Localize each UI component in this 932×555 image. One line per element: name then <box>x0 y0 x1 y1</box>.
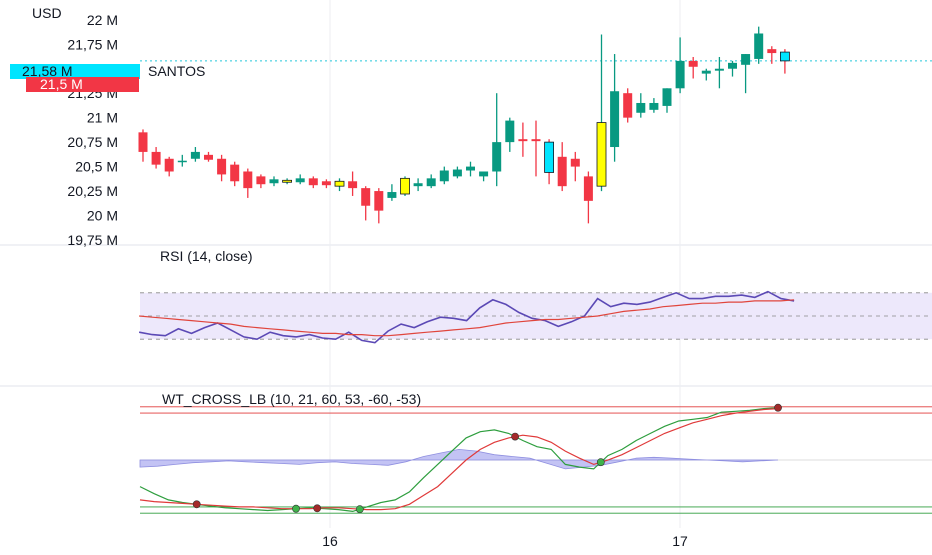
candle-body <box>270 179 279 183</box>
candle-body <box>767 49 776 53</box>
candle-body <box>532 139 541 141</box>
candle-body <box>466 167 475 171</box>
candle-body <box>243 171 252 188</box>
candle-body <box>649 103 658 110</box>
candle-body <box>374 191 383 211</box>
currency-label: USD <box>32 5 62 21</box>
candle-body <box>322 181 331 185</box>
price-tick-label: 22 M <box>87 12 118 28</box>
price-tick-label: 20,25 M <box>67 183 118 199</box>
candle-body <box>623 93 632 117</box>
candle-body <box>165 159 174 172</box>
rsi-pane: RSI (14, close) <box>139 248 932 343</box>
candle-body <box>440 171 449 182</box>
candle-body <box>636 103 645 113</box>
candle-body <box>571 159 580 167</box>
candle-body <box>505 121 514 143</box>
rsi-title: RSI (14, close) <box>160 248 253 264</box>
price-tick-label: 20,75 M <box>67 134 118 150</box>
candle-body <box>204 155 213 160</box>
candle-body <box>230 165 239 182</box>
grid-layer <box>0 0 932 528</box>
candle-body <box>584 176 593 200</box>
time-tick-label: 16 <box>322 533 338 549</box>
candle-body <box>558 157 567 186</box>
wt-cross-dot <box>292 505 299 512</box>
candle-body <box>610 91 619 147</box>
candle-body <box>453 170 462 177</box>
candle-body <box>414 183 423 186</box>
candle-body <box>256 176 265 184</box>
candle-body <box>754 33 763 58</box>
candle-body <box>335 181 344 186</box>
symbol-label: SANTOS <box>148 63 205 79</box>
candle-body <box>741 54 750 65</box>
wt-cross-dot <box>314 505 321 512</box>
candle-body <box>283 180 292 182</box>
price-tick-label: 19,75 M <box>67 232 118 248</box>
candle-body <box>715 69 724 71</box>
time-tick-label: 17 <box>672 533 688 549</box>
candle-body <box>676 61 685 88</box>
wt-cross-dot <box>356 506 363 513</box>
candle-body <box>492 142 501 171</box>
marker-price-label: 21,5 M <box>40 76 83 92</box>
price-tick-label: 20 M <box>87 208 118 224</box>
candle-body <box>702 71 711 74</box>
candle-body <box>361 188 370 206</box>
price-pane <box>139 27 932 224</box>
candle-body <box>401 178 410 194</box>
candle-body <box>178 161 187 163</box>
candle-body <box>780 52 789 61</box>
wt-title: WT_CROSS_LB (10, 21, 60, 53, -60, -53) <box>162 391 421 407</box>
price-tick-label: 20,5 M <box>75 159 118 175</box>
candle-body <box>545 142 554 172</box>
candle-body <box>427 178 436 186</box>
wt-cross-dot <box>511 433 518 440</box>
candle-body <box>689 61 698 67</box>
price-tick-label: 21 M <box>87 110 118 126</box>
wt-cross-dot <box>193 501 200 508</box>
wt-pane: WT_CROSS_LB (10, 21, 60, 53, -60, -53) <box>140 391 932 513</box>
candle-body <box>387 192 396 198</box>
wt-cross-dot <box>597 459 604 466</box>
candle-body <box>597 123 606 187</box>
candle-body <box>152 152 161 165</box>
candle-body <box>191 152 200 159</box>
price-axis: 22 M21,75 M21,25 M21 M20,75 M20,5 M20,25… <box>67 12 118 248</box>
candle-body <box>728 63 737 69</box>
candle-body <box>217 159 226 175</box>
price-tick-label: 21,75 M <box>67 36 118 52</box>
candle-body <box>479 171 488 176</box>
candle-body <box>348 181 357 188</box>
candle-body <box>663 88 672 106</box>
candle-body <box>296 178 305 182</box>
candle-body <box>518 139 527 141</box>
candle-body <box>309 178 318 185</box>
candle-body <box>139 132 148 152</box>
wt-cross-dot <box>774 404 781 411</box>
